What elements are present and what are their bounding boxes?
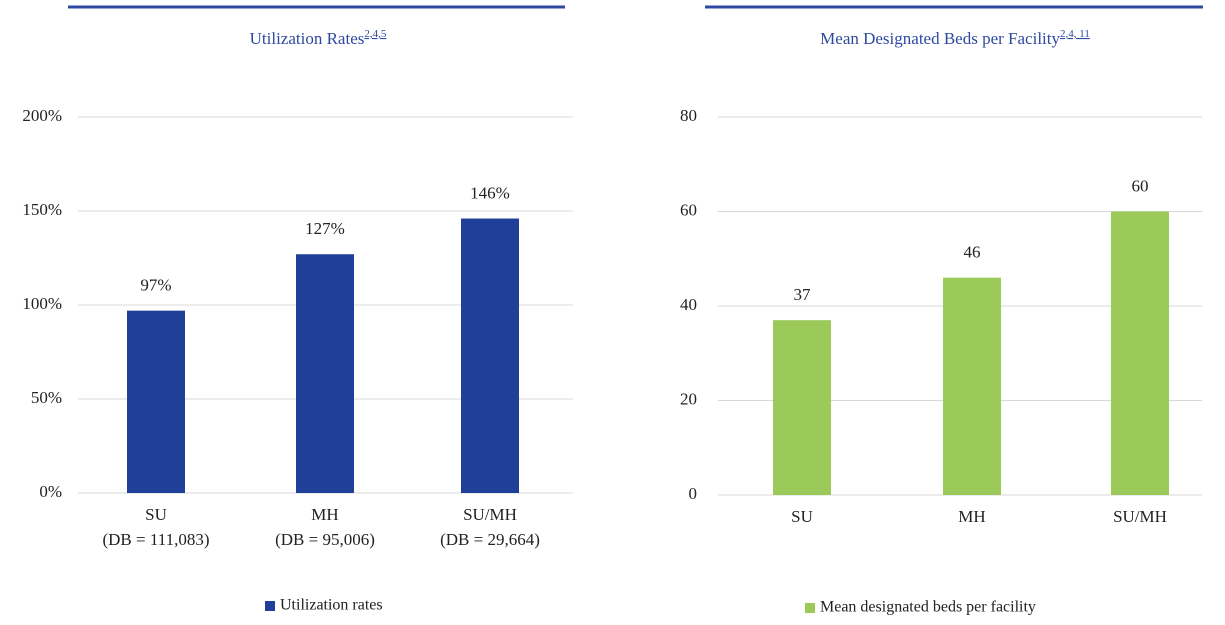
- chart-title: Utilization Rates2,4,5: [250, 28, 387, 48]
- bar: [127, 310, 185, 493]
- y-tick-label: 0: [689, 484, 698, 503]
- data-label: 46: [964, 243, 981, 262]
- data-label: 60: [1132, 176, 1149, 195]
- legend-label: Mean designated beds per facility: [820, 599, 1036, 616]
- title-refs: 2,4, 11: [1060, 28, 1090, 40]
- bar: [943, 277, 1001, 495]
- y-tick-label: 20: [680, 389, 697, 408]
- x-tick-label: (DB = 95,006): [275, 530, 375, 549]
- y-tick-label: 0%: [39, 482, 62, 501]
- y-tick-label: 100%: [22, 294, 62, 313]
- y-tick-label: 40: [680, 295, 697, 314]
- x-tick-label: (DB = 111,083): [102, 530, 209, 549]
- x-tick-label: MH: [958, 507, 985, 526]
- bar: [461, 218, 519, 493]
- data-label: 97%: [140, 276, 171, 295]
- data-label: 127%: [305, 219, 345, 238]
- data-label: 146%: [470, 183, 510, 202]
- title-refs: 2,4,5: [364, 28, 387, 40]
- x-tick-label: MH: [311, 505, 338, 524]
- data-label: 37: [794, 285, 812, 304]
- y-tick-label: 60: [680, 200, 697, 219]
- bar: [773, 320, 831, 495]
- x-tick-label: (DB = 29,664): [440, 530, 540, 549]
- x-tick-label: SU: [791, 507, 813, 526]
- title-text: Mean Designated Beds per Facility: [820, 29, 1060, 48]
- legend-swatch: [805, 603, 815, 613]
- chart-title: Mean Designated Beds per Facility2,4, 11: [820, 28, 1090, 48]
- y-tick-label: 150%: [22, 200, 62, 219]
- y-tick-label: 50%: [31, 388, 62, 407]
- x-tick-label: SU/MH: [463, 505, 517, 524]
- legend-swatch: [265, 601, 275, 611]
- bar: [1111, 211, 1169, 495]
- y-tick-label: 200%: [22, 106, 62, 125]
- title-text: Utilization Rates: [250, 29, 365, 48]
- x-tick-label: SU: [145, 505, 167, 524]
- legend-label: Utilization rates: [280, 597, 383, 614]
- x-tick-label: SU/MH: [1113, 507, 1167, 526]
- y-tick-label: 80: [680, 106, 697, 125]
- bar: [296, 254, 354, 493]
